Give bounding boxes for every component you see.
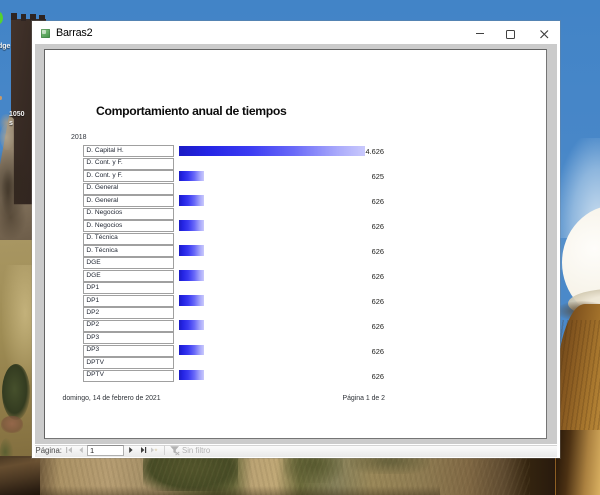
svg-text:*: * <box>154 446 157 455</box>
